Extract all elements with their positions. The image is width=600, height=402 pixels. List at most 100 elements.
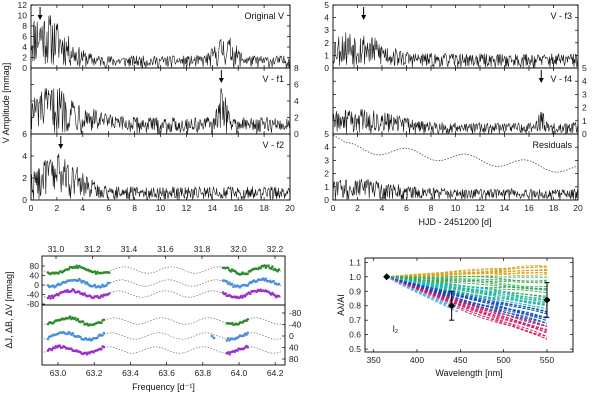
model-line xyxy=(386,276,548,312)
light-curve-panel: 31.0 31.2 31.4 31.6 31.8 32.0 32.2 63.0 63.2 63.4… xyxy=(4,244,302,392)
x-tick-label: 14 xyxy=(208,203,218,213)
x-tick-label: 0 xyxy=(331,203,336,213)
data-point xyxy=(94,272,98,276)
data-point xyxy=(229,270,233,273)
data-point xyxy=(79,335,82,339)
y-tick-label: 2 xyxy=(582,103,587,113)
bottom-tick-label: 63.4 xyxy=(122,368,139,378)
y-tick-label: 0.8 xyxy=(349,301,361,311)
y-tick-label: 40 xyxy=(289,343,299,353)
bottom-tick-label: 63.2 xyxy=(86,368,103,378)
data-point xyxy=(277,268,281,271)
data-point xyxy=(93,283,97,287)
data-point xyxy=(262,277,265,280)
data-point xyxy=(102,345,106,349)
model-line xyxy=(386,276,548,310)
x-tick-label: 2 xyxy=(55,203,60,213)
data-point xyxy=(105,284,108,287)
data-point xyxy=(96,336,99,340)
data-point xyxy=(264,266,268,269)
x-tick-label: 10 xyxy=(156,203,166,213)
bottom-tick-label: 64.0 xyxy=(231,368,248,378)
data-point xyxy=(267,264,270,268)
subpanel-label: V - f3 xyxy=(550,11,572,21)
x-tick-label: 4 xyxy=(80,203,85,213)
x-tick-label: 2 xyxy=(355,203,360,213)
data-point xyxy=(76,317,80,321)
data-point xyxy=(246,346,250,349)
y-tick-label: 10 xyxy=(18,11,28,21)
data-point xyxy=(210,334,214,338)
y-tick-label: 80 xyxy=(30,261,40,271)
data-point xyxy=(102,331,106,335)
subpanel-label: Original V xyxy=(244,11,284,21)
model-line xyxy=(386,276,548,304)
x-tick-label: 350 xyxy=(367,355,381,365)
bottom-tick-label: 63.0 xyxy=(50,368,67,378)
data-point xyxy=(227,351,230,354)
top-tick-label: 31.4 xyxy=(121,244,138,254)
data-point xyxy=(263,264,266,267)
y-tick-label: 1 xyxy=(324,182,329,192)
top-tick-label: 31.6 xyxy=(157,244,174,254)
data-point xyxy=(83,292,86,295)
y-tick-label: 4 xyxy=(582,76,587,86)
y-tick-label: -80 xyxy=(289,308,302,318)
data-point xyxy=(277,294,281,298)
x-tick-label: 14 xyxy=(500,203,510,213)
periodogram-trace xyxy=(30,87,291,135)
periodogram-trace xyxy=(332,32,579,68)
bottom-tick-label: 63.8 xyxy=(195,368,212,378)
periodogram-trace xyxy=(332,109,579,135)
data-point xyxy=(227,337,230,340)
y-tick-label: 1.1 xyxy=(349,257,361,267)
y-tick-label: 8 xyxy=(22,21,27,31)
x-tick-label: 12 xyxy=(475,203,485,213)
y-tick-label: 1 xyxy=(582,116,587,126)
y-tick-label: 0 xyxy=(22,63,27,73)
y-tick-label: -40 xyxy=(27,290,40,300)
data-point xyxy=(101,334,104,337)
data-point xyxy=(277,282,281,286)
model-line xyxy=(386,276,548,331)
data-point xyxy=(51,296,55,300)
x-tick-label: 450 xyxy=(453,355,467,365)
data-point xyxy=(246,318,250,321)
data-point xyxy=(46,337,50,341)
model-line xyxy=(386,276,548,299)
data-point xyxy=(224,292,227,295)
model-curve xyxy=(43,290,283,298)
data-point xyxy=(70,347,73,351)
y-tick-label: -40 xyxy=(289,320,302,330)
data-point xyxy=(228,353,231,356)
y-tick-label: 3 xyxy=(582,89,587,99)
y-tick-label: 3 xyxy=(324,155,329,165)
data-point xyxy=(212,336,216,340)
data-point xyxy=(74,316,77,320)
subpanel-frame xyxy=(30,67,291,135)
x-tick-label: 4 xyxy=(380,203,385,213)
data-point xyxy=(57,272,60,275)
y-tick-label: 0 xyxy=(294,129,299,139)
data-point xyxy=(107,271,111,275)
data-point xyxy=(74,266,77,270)
y-tick-label: 0.5 xyxy=(349,344,361,354)
data-point xyxy=(269,267,273,270)
y-axis-label: Aλ/AI xyxy=(336,294,346,316)
y-tick-label: 4 xyxy=(324,142,329,152)
data-point xyxy=(100,321,103,325)
x-tick-label: 20 xyxy=(285,203,295,213)
x-tick-label: 16 xyxy=(524,203,534,213)
data-point xyxy=(102,318,106,322)
x-tick-label: 10 xyxy=(451,203,461,213)
x-axis-label: Frequency [d⁻¹] xyxy=(132,382,195,392)
x-tick-label: 18 xyxy=(259,203,269,213)
data-point xyxy=(249,292,252,296)
data-point xyxy=(53,346,56,350)
data-point xyxy=(259,266,263,270)
x-axis-label: Wavelength [nm] xyxy=(435,368,502,378)
y-tick-label: 0 xyxy=(582,129,587,139)
data-point xyxy=(100,285,103,289)
x-tick-label: 500 xyxy=(497,355,511,365)
